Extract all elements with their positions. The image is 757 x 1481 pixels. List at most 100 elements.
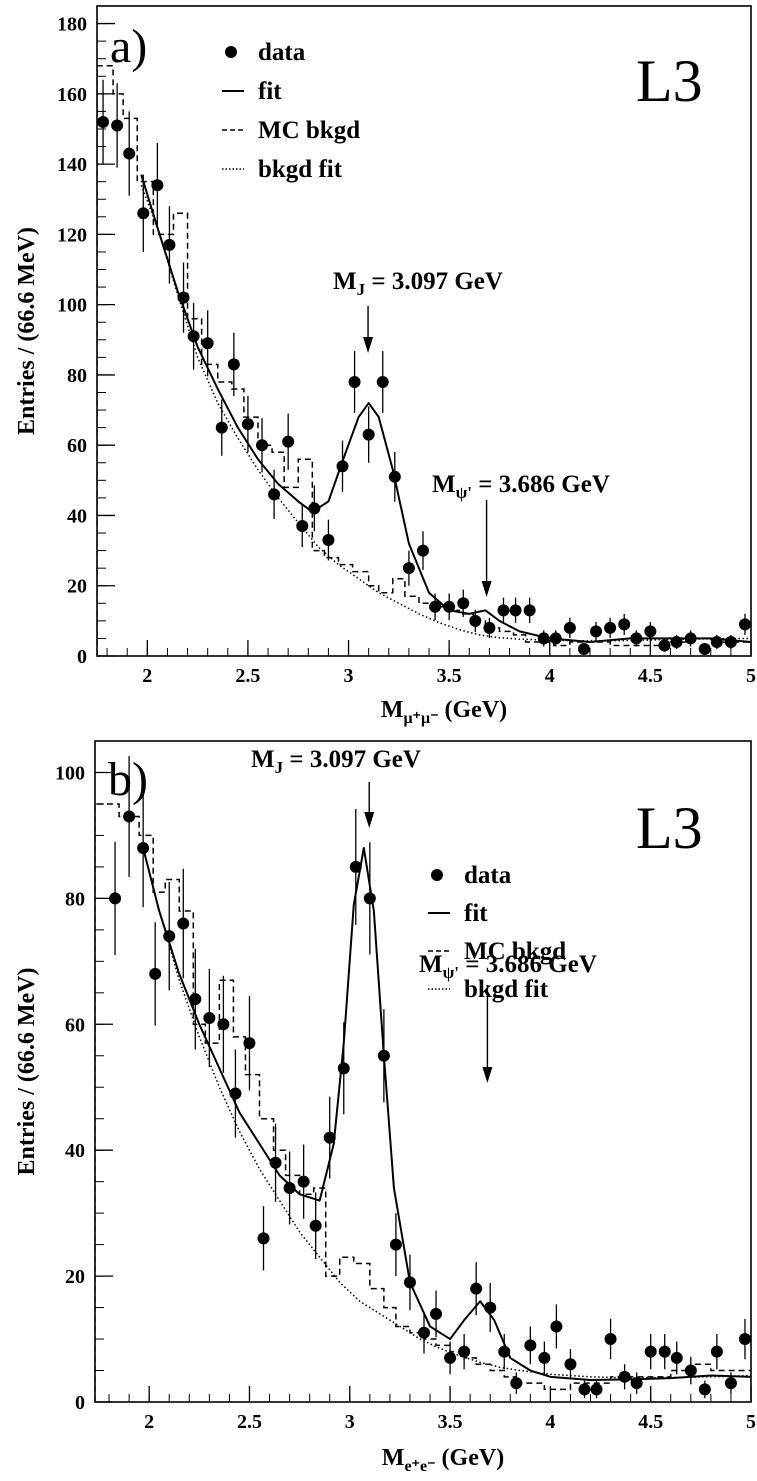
data-point — [256, 439, 269, 452]
data-point — [738, 618, 751, 631]
legend-label: bkgd fit — [258, 156, 343, 183]
data-point — [430, 1307, 443, 1320]
data-point — [458, 1345, 471, 1358]
series-data-points — [109, 756, 751, 1399]
x-tick-label: 2.5 — [235, 665, 260, 687]
data-point — [163, 238, 176, 251]
y-tick-label: 40 — [65, 1140, 85, 1162]
data-point — [149, 967, 162, 980]
data-point — [336, 460, 349, 473]
data-point — [189, 993, 202, 1006]
data-point — [550, 1320, 563, 1333]
x-axis-title: Mμ⁺μ⁻ (GeV) — [381, 697, 507, 727]
x-tick-label: 3.5 — [437, 665, 462, 687]
data-point — [123, 147, 136, 160]
data-point — [590, 625, 603, 638]
series-bkgd-fit-line — [140, 184, 751, 642]
data-point — [229, 1087, 242, 1100]
panel-label: b) — [108, 753, 148, 806]
annotation-arrow-head — [364, 812, 375, 828]
y-tick-label: 120 — [57, 224, 87, 246]
x-axis: 2 2.5 3 3.5 4 4.5 5 — [106, 640, 756, 687]
data-point — [578, 1383, 591, 1396]
data-point — [484, 1301, 497, 1314]
legend-label: fit — [464, 900, 488, 927]
data-point — [684, 1364, 697, 1377]
data-point — [418, 1326, 431, 1339]
data-point — [268, 488, 281, 501]
data-point — [470, 1282, 483, 1295]
x-tick-label: 2.5 — [237, 1411, 262, 1433]
annotation-arrow-head — [482, 1067, 493, 1083]
data-point — [590, 1383, 603, 1396]
data-point — [724, 1377, 737, 1390]
data-point — [549, 632, 562, 645]
experiment-label: L3 — [636, 795, 703, 861]
data-point — [698, 1383, 711, 1396]
y-tick-label: 60 — [67, 435, 87, 457]
y-tick-label: 100 — [55, 762, 85, 784]
data-point — [524, 1339, 537, 1352]
data-point — [349, 860, 362, 873]
data-point — [630, 632, 643, 645]
data-point — [724, 635, 737, 648]
data-point — [698, 642, 711, 655]
data-point — [469, 614, 482, 627]
data-point — [389, 1238, 402, 1251]
data-point — [296, 520, 309, 532]
y-tick-label: 60 — [65, 1014, 85, 1036]
data-point — [376, 375, 389, 388]
data-point — [523, 604, 536, 617]
x-tick-label: 4.5 — [638, 1411, 663, 1433]
x-tick-label: 4 — [545, 665, 555, 687]
legend-marker-data — [431, 869, 443, 881]
y-axis-title: Entries / (66.6 MeV) — [14, 227, 40, 435]
y-tick-label: 0 — [75, 1392, 85, 1414]
legend-label: MC bkgd — [258, 117, 360, 144]
data-point — [377, 1049, 390, 1062]
annotation-jpsi: MJ = 3.097 GeV — [251, 746, 421, 828]
data-point — [137, 207, 150, 220]
data-point — [483, 621, 496, 634]
legend-label: data — [464, 862, 512, 889]
data-point — [177, 917, 190, 930]
y-tick-label: 40 — [67, 505, 87, 527]
x-tick-label: 4 — [545, 1411, 555, 1433]
annotation-label: Mψ' = 3.686 GeV — [432, 471, 610, 502]
x-tick-label: 3.5 — [438, 1411, 463, 1433]
data-point — [604, 1333, 617, 1346]
data-point — [444, 1351, 457, 1364]
data-point — [498, 1345, 511, 1358]
data-point — [644, 625, 657, 638]
y-tick-label: 80 — [67, 365, 87, 387]
y-tick-label: 20 — [65, 1266, 85, 1288]
plot-area — [97, 64, 751, 656]
legend-label: bkgd fit — [464, 976, 549, 1003]
data-point — [564, 1358, 577, 1371]
y-tick-label: 180 — [57, 14, 87, 36]
plot-area — [95, 756, 751, 1402]
data-point — [269, 1156, 282, 1169]
x-axis: 2 2.5 3 3.5 4 4.5 5 — [108, 1386, 756, 1433]
annotation-arrow-head — [363, 337, 374, 353]
data-point — [282, 435, 295, 448]
data-point — [137, 842, 150, 855]
legend-label: MC bkgd — [464, 938, 566, 965]
data-point — [243, 1037, 256, 1050]
data-point — [123, 810, 136, 823]
x-axis-title: Me⁺e⁻ (GeV) — [382, 1445, 504, 1475]
data-point — [658, 639, 671, 652]
data-point — [403, 1276, 416, 1289]
data-point — [510, 1377, 523, 1390]
y-tick-label: 160 — [57, 84, 87, 106]
data-point — [630, 1377, 643, 1390]
data-point — [322, 534, 335, 547]
data-point — [670, 635, 683, 648]
data-point — [363, 892, 376, 905]
data-point — [509, 604, 522, 617]
data-point — [348, 375, 361, 388]
data-point — [577, 642, 590, 655]
data-point — [337, 1062, 350, 1075]
data-point — [429, 600, 442, 613]
